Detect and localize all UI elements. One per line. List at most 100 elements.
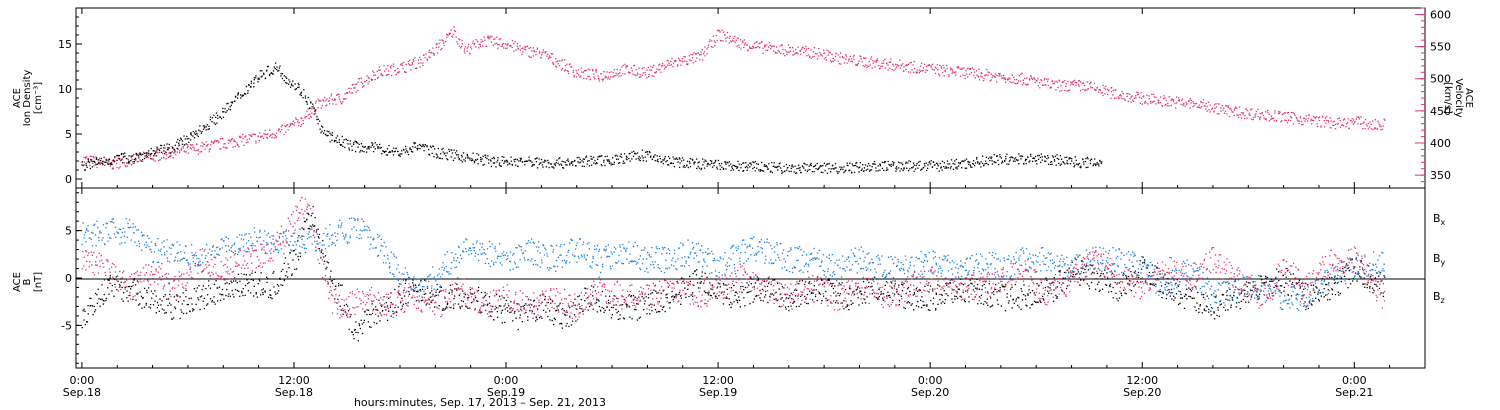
data-point [342, 141, 344, 144]
data-point [368, 148, 370, 150]
data-point [917, 306, 920, 308]
data-point [1225, 105, 1227, 107]
data-point [236, 97, 239, 99]
data-point [346, 305, 349, 307]
data-point [334, 99, 337, 101]
data-point [878, 65, 880, 67]
data-point [667, 64, 669, 66]
data-point [664, 310, 666, 313]
data-point [314, 109, 316, 111]
data-point [181, 140, 184, 142]
data-point [808, 282, 810, 284]
data-point [357, 142, 359, 144]
data-point [931, 68, 934, 70]
data-point [536, 48, 538, 50]
data-point [741, 40, 744, 42]
density-axis-line-2: Ion Density [22, 70, 33, 127]
data-point [468, 296, 470, 299]
data-point [919, 289, 921, 292]
data-point [567, 160, 570, 162]
data-point [608, 72, 611, 74]
data-point [885, 281, 888, 283]
data-point [238, 135, 241, 138]
data-point [484, 291, 486, 294]
data-point [1073, 79, 1076, 82]
data-point [684, 166, 686, 169]
data-point [1142, 262, 1144, 264]
data-point [190, 134, 192, 136]
data-point [330, 93, 333, 95]
data-point [1233, 114, 1235, 117]
data-point [1111, 272, 1113, 274]
data-point [329, 276, 331, 278]
data-point [360, 81, 362, 84]
data-point [1217, 103, 1219, 105]
data-point [699, 282, 702, 284]
data-point [646, 77, 648, 79]
data-point [1058, 162, 1060, 165]
data-point [946, 67, 948, 70]
data-point [622, 160, 625, 162]
data-point [1042, 295, 1044, 298]
data-point [347, 143, 349, 145]
data-point [395, 311, 398, 313]
data-point [897, 161, 900, 163]
data-point [861, 293, 863, 295]
data-point [315, 109, 317, 111]
data-point [1021, 155, 1024, 158]
data-point [392, 154, 395, 156]
data-point [860, 169, 863, 172]
data-point [968, 296, 970, 298]
data-point [156, 306, 159, 309]
data-point [752, 47, 754, 50]
data-point [749, 47, 751, 49]
data-point [738, 44, 740, 46]
data-point [230, 101, 233, 103]
data-point [1025, 158, 1028, 161]
data-point [374, 74, 376, 76]
data-point [595, 299, 598, 301]
data-point [1101, 161, 1103, 163]
data-point [429, 56, 431, 59]
data-point [1324, 117, 1327, 119]
data-point [472, 42, 474, 44]
data-point [251, 272, 253, 274]
data-point [1058, 270, 1060, 273]
data-point [666, 59, 668, 62]
data-point [690, 59, 692, 62]
data-point [776, 46, 778, 48]
data-point [1205, 108, 1207, 110]
data-point [646, 151, 649, 153]
data-point [830, 168, 832, 170]
data-point [1028, 78, 1031, 80]
data-point [872, 289, 874, 291]
data-point [420, 300, 423, 302]
data-point [211, 141, 213, 143]
data-point [155, 152, 157, 154]
data-point [711, 288, 714, 291]
data-point [816, 162, 818, 165]
data-point [1138, 276, 1140, 279]
data-point [310, 101, 312, 103]
data-point [307, 212, 309, 214]
data-point [340, 309, 342, 311]
data-point [154, 290, 156, 292]
data-point [1179, 297, 1182, 299]
data-point [840, 168, 842, 170]
data-point [276, 66, 278, 68]
data-point [494, 43, 496, 45]
data-point [557, 309, 559, 311]
data-point [682, 166, 685, 168]
data-point [1119, 94, 1121, 97]
data-point [709, 39, 711, 41]
data-point [595, 301, 598, 304]
data-point [500, 45, 502, 47]
data-point [743, 39, 745, 41]
data-point [1132, 265, 1134, 268]
data-point [142, 153, 144, 155]
data-point [462, 300, 465, 303]
data-point [653, 304, 655, 306]
data-point [588, 165, 591, 167]
data-point [692, 53, 694, 56]
data-point [141, 307, 143, 309]
